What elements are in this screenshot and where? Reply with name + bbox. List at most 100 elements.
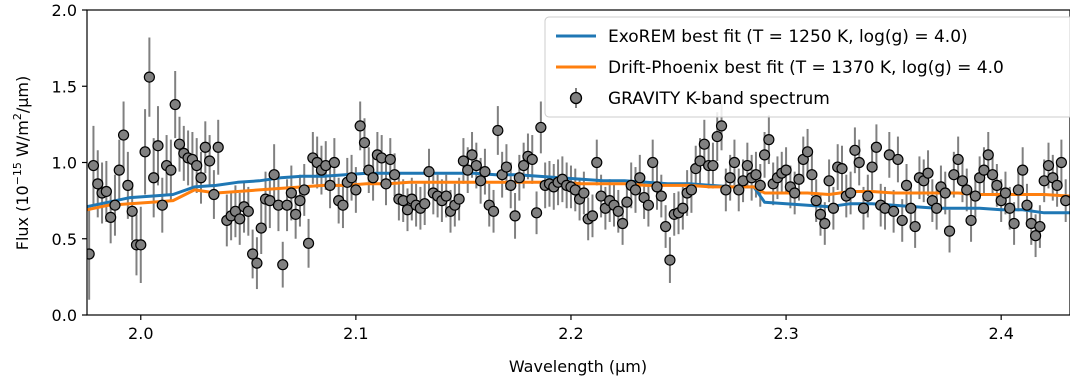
data-point: [629, 184, 642, 196]
data-point: [1060, 195, 1070, 207]
data-point: [513, 172, 525, 184]
data-point: [982, 149, 994, 161]
data-point: [457, 155, 470, 167]
data-point: [92, 178, 104, 190]
data-point: [1055, 156, 1067, 169]
data-point: [578, 187, 590, 199]
data-point: [836, 163, 848, 175]
y-axis: 0.0 0.5 1.0 1.5 2.0: [52, 1, 87, 325]
data-point: [208, 188, 220, 201]
data-point: [500, 161, 513, 173]
data-point: [165, 164, 177, 176]
x-tick-label: 2.0: [128, 324, 153, 343]
data-point: [354, 120, 366, 132]
data-point: [896, 214, 908, 227]
data-point: [505, 179, 517, 191]
data-point: [526, 153, 538, 166]
data-point: [324, 179, 336, 191]
data-point: [612, 205, 624, 217]
data-point: [199, 141, 211, 153]
x-tick-label: 2.2: [558, 324, 583, 343]
data-point: [1034, 220, 1046, 233]
data-point: [909, 220, 921, 233]
data-point: [1004, 202, 1016, 214]
data-point: [750, 169, 762, 181]
y-tick-label: 0.5: [52, 230, 77, 249]
data-point: [173, 138, 186, 150]
y-label-suffix: /μm): [13, 76, 32, 113]
data-point: [651, 181, 663, 193]
data-point: [991, 179, 1003, 191]
data-point: [728, 156, 741, 169]
data-point: [677, 202, 689, 214]
data-point: [780, 164, 792, 176]
data-point: [281, 199, 293, 211]
y-label-exponent: −15: [11, 162, 24, 185]
data-point: [986, 169, 999, 181]
data-point: [466, 149, 478, 161]
data-point: [939, 187, 951, 199]
data-point: [156, 199, 168, 211]
data-point: [401, 204, 414, 216]
x-tick-label: 2.4: [988, 324, 1013, 343]
data-point: [535, 121, 547, 134]
y-tick-label: 0.0: [52, 306, 77, 325]
y-label-mid: W/m: [13, 120, 32, 162]
y-label-exponent-2: 2: [11, 113, 24, 120]
data-point: [715, 120, 728, 132]
data-point: [956, 175, 969, 187]
data-point: [255, 222, 267, 234]
data-point: [849, 144, 861, 156]
data-point: [694, 155, 706, 167]
data-point: [724, 172, 736, 184]
data-point: [126, 205, 138, 217]
data-point: [793, 173, 805, 185]
data-point: [195, 172, 207, 184]
data-point: [169, 98, 181, 111]
data-point: [969, 190, 981, 202]
data-point: [530, 207, 543, 219]
data-point: [1051, 179, 1063, 191]
data-point: [660, 220, 672, 233]
data-point: [87, 248, 95, 260]
legend-label-exorem: ExoREM best fit (T = 1250 K, log(g) = 4.…: [608, 27, 968, 47]
marker-layer: [87, 71, 1070, 271]
data-point: [113, 164, 125, 176]
data-point: [109, 199, 121, 211]
data-point: [337, 199, 349, 211]
model-lines-layer: [87, 171, 1070, 215]
data-point: [883, 149, 895, 161]
data-point: [595, 190, 607, 202]
data-point: [900, 179, 913, 191]
data-point: [122, 179, 134, 191]
data-point: [844, 187, 857, 199]
data-point: [453, 193, 465, 205]
data-point: [251, 257, 263, 269]
data-point: [931, 202, 943, 214]
data-point: [965, 214, 977, 227]
data-point: [87, 159, 100, 172]
data-point: [487, 205, 500, 217]
data-point: [621, 196, 633, 208]
data-point: [711, 130, 723, 143]
data-point: [905, 202, 917, 214]
data-point: [423, 166, 435, 178]
data-point: [298, 184, 310, 196]
data-point: [204, 155, 216, 167]
data-point: [586, 210, 599, 222]
legend-box: [544, 16, 1070, 118]
data-point: [685, 184, 698, 196]
data-point: [117, 129, 130, 141]
y-tick-label: 1.0: [52, 154, 77, 173]
data-point: [819, 217, 831, 230]
data-point: [290, 208, 302, 220]
data-point: [388, 169, 401, 181]
x-axis: 2.0 2.1 2.2 2.3 2.4: [128, 315, 1014, 343]
data-point: [1008, 217, 1020, 230]
data-point: [492, 124, 504, 137]
data-point: [105, 211, 117, 223]
data-point: [345, 172, 358, 184]
data-point: [763, 134, 775, 146]
data-point: [440, 190, 452, 202]
